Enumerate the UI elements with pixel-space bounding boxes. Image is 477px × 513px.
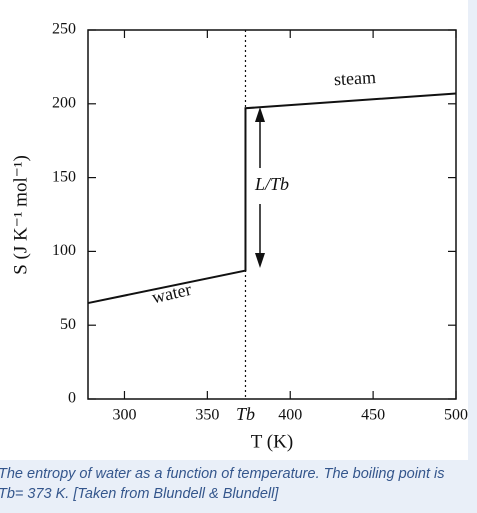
- y-tick-label: 0: [68, 390, 76, 407]
- x-tick-label: 300: [112, 407, 136, 424]
- y-tick-label: 200: [52, 94, 76, 111]
- arrow-head: [255, 253, 265, 268]
- x-tick-label: 400: [278, 407, 302, 424]
- y-tick-label: 250: [52, 21, 76, 38]
- arrow-head: [255, 107, 265, 122]
- x-axis-label: T (K): [251, 431, 293, 452]
- chart: S (J K⁻¹ mol⁻¹) T (K) steam water L/Tb 0…: [0, 0, 468, 460]
- x-tick-label: 500: [444, 407, 468, 424]
- annotation: L/Tb: [254, 174, 289, 194]
- x-tick-label: 450: [361, 407, 385, 424]
- y-tick-label: 50: [60, 316, 76, 333]
- y-axis-label: S (J K⁻¹ mol⁻¹): [10, 155, 31, 275]
- annotation: steam: [333, 67, 376, 89]
- data-line: [87, 92, 457, 305]
- plot-frame: [87, 29, 457, 400]
- x-tick-label: 350: [195, 407, 219, 424]
- y-tick-label: 150: [52, 168, 76, 185]
- x-tick-label: Tb: [236, 404, 255, 424]
- caption: The entropy of water as a function of te…: [0, 466, 445, 502]
- y-tick-label: 100: [52, 242, 76, 259]
